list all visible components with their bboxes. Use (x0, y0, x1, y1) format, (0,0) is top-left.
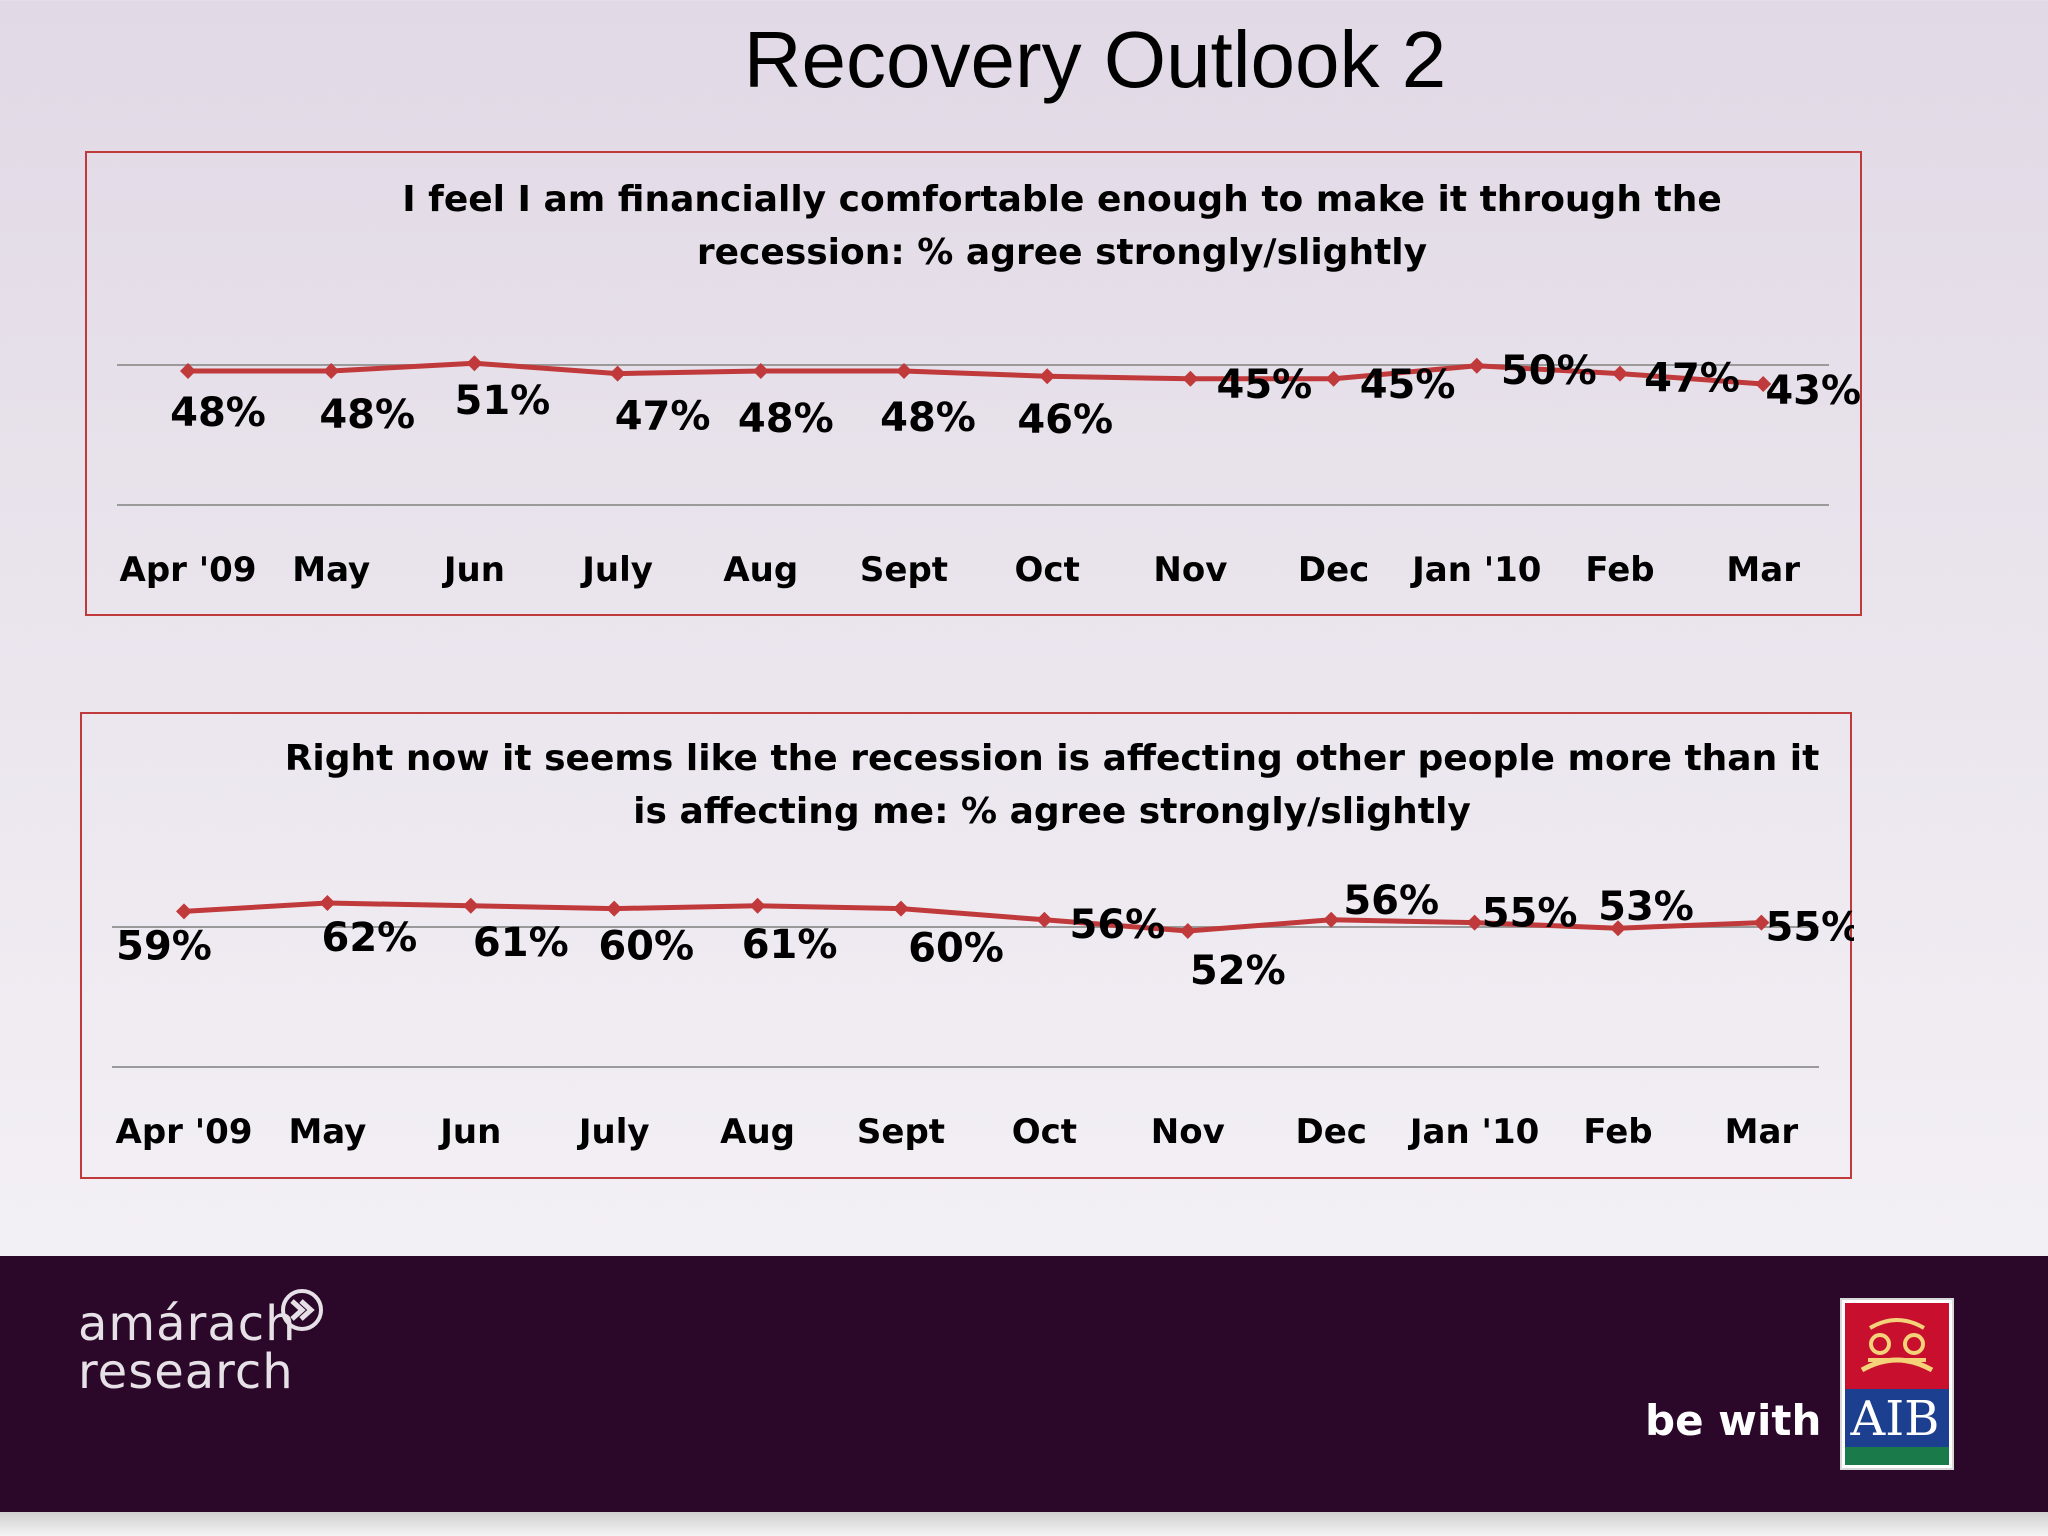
data-point-marker (1039, 368, 1056, 385)
data-label: 50% (1501, 348, 1597, 394)
chart-recession-others-title-line2: is affecting me: % agree strongly/slight… (633, 791, 1471, 832)
data-label: 47% (615, 394, 711, 440)
x-tick-label: July (580, 550, 653, 590)
data-point-marker (180, 363, 196, 379)
data-label: 45% (1217, 362, 1313, 408)
data-point-marker (1610, 920, 1626, 937)
data-point-marker (1179, 923, 1196, 939)
chart-recession-others: 59% 62% 61% 60% 61% 60% 56% 52% 56% 55% 53% 55% Apr … (80, 712, 1854, 1179)
data-point-marker (323, 363, 340, 379)
data-point-marker (896, 363, 912, 379)
company-name-line2: research (78, 1344, 294, 1400)
x-tick-label: May (292, 550, 370, 590)
amarach-research-logo: amárach research (78, 1289, 323, 1400)
data-label: 53% (1598, 884, 1694, 930)
x-tick-label: Jun (438, 1112, 501, 1152)
data-label: 45% (1360, 362, 1456, 408)
x-tick-label: Jan '10 (1408, 1112, 1539, 1152)
data-point-marker (1182, 370, 1199, 387)
chart-financial-comfort: 48% 48% 51% 47% 48% 48% 46% 45% 45% 50% 47% 43% Apr … (85, 151, 1862, 616)
chart-recession-others-title-line1: Right now it seems like the recession is… (284, 738, 1820, 779)
aib-logo: AIB (1840, 1298, 1954, 1474)
chart-financial-comfort-plot: 48% 48% 51% 47% 48% 48% 46% 45% 45% 50% 47% 43% Apr … (117, 348, 1861, 590)
data-label: 55% (1482, 891, 1578, 937)
series-line (188, 360, 1764, 387)
x-tick-label: Feb (1585, 550, 1654, 590)
x-tick-label: Apr '09 (120, 550, 257, 590)
chart-financial-comfort-title: I feel I am financially comfortable enou… (237, 173, 1887, 279)
x-tick-label: Mar (1725, 1112, 1799, 1152)
data-label: 61% (473, 920, 569, 966)
data-point-marker (752, 363, 769, 379)
data-point-marker (1612, 365, 1628, 382)
company-name-line1: amárach (78, 1296, 297, 1352)
data-point-marker (749, 897, 766, 914)
x-tick-label: Aug (720, 1112, 795, 1152)
data-label: 56% (1343, 878, 1439, 924)
slide-title: Recovery Outlook 2 (743, 15, 1447, 104)
data-label: 51% (455, 378, 551, 424)
data-label: 60% (598, 924, 694, 970)
data-label: 61% (742, 922, 838, 968)
x-tick-label: Dec (1298, 550, 1369, 590)
data-label: 48% (319, 392, 415, 438)
data-point-marker (893, 900, 909, 917)
data-point-marker (1325, 370, 1342, 387)
x-tick-label: Oct (1012, 1112, 1077, 1152)
data-label: 48% (880, 395, 976, 441)
x-tick-label: Sept (860, 550, 948, 590)
x-tick-label: Jun (442, 550, 505, 590)
data-label: 59% (116, 923, 212, 969)
data-point-marker (1755, 376, 1772, 392)
data-point-marker (462, 897, 479, 914)
data-point-marker (606, 900, 623, 917)
x-tick-label: Dec (1295, 1112, 1366, 1152)
data-point-marker (609, 365, 626, 382)
data-label: 46% (1017, 397, 1113, 443)
tagline: be with (1645, 1396, 1822, 1445)
chart-financial-comfort-title-line1: I feel I am financially comfortable enou… (402, 179, 1722, 220)
data-point-marker (466, 355, 483, 372)
data-point-marker (1468, 357, 1485, 374)
data-label: 43% (1765, 368, 1861, 414)
x-tick-label: Nov (1151, 1112, 1225, 1152)
data-point-marker (1036, 911, 1053, 928)
x-tick-label: Feb (1583, 1112, 1652, 1152)
chart-recession-others-plot: 59% 62% 61% 60% 61% 60% 56% 52% 56% 55% 53% 55% Apr … (112, 878, 1854, 1152)
data-point-marker (176, 903, 192, 920)
footer-bar: amárach research be with AIB (0, 1256, 2048, 1512)
data-point-marker (1323, 911, 1340, 928)
x-tick-label: Apr '09 (116, 1112, 253, 1152)
data-label: 55% (1766, 905, 1854, 951)
x-tick-label: Oct (1015, 550, 1080, 590)
x-tick-label: Mar (1726, 550, 1800, 590)
footer-shadow (0, 1512, 2048, 1536)
data-label: 48% (738, 396, 834, 442)
data-label: 47% (1644, 356, 1740, 402)
data-point-marker (319, 895, 336, 911)
x-tick-label: Nov (1153, 550, 1227, 590)
x-tick-label: Aug (723, 550, 798, 590)
data-point-marker (1753, 914, 1770, 931)
x-tick-label: July (577, 1112, 650, 1152)
aib-emblem-icon (1840, 1298, 1954, 1470)
data-label: 56% (1070, 902, 1166, 948)
x-tick-label: Sept (857, 1112, 945, 1152)
chevron-arrow-icon (281, 1289, 323, 1331)
x-tick-label: Jan '10 (1410, 550, 1541, 590)
x-tick-label: May (288, 1112, 366, 1152)
chart-recession-others-title: Right now it seems like the recession is… (242, 732, 1862, 838)
data-label: 48% (170, 390, 266, 436)
data-point-marker (1466, 914, 1483, 931)
chart-financial-comfort-title-line2: recession: % agree strongly/slightly (696, 232, 1428, 273)
series-line (183, 900, 1762, 934)
data-label: 62% (322, 915, 418, 961)
data-label: 52% (1190, 948, 1286, 994)
brand-name: AIB (1850, 1391, 1940, 1447)
data-label: 60% (908, 926, 1004, 972)
